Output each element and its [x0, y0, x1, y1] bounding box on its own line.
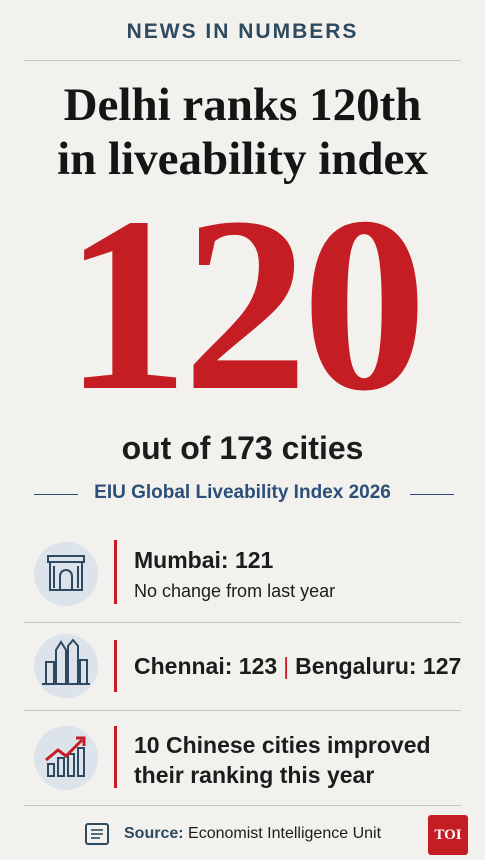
divider [410, 494, 454, 495]
item-title: Mumbai: 121 [134, 547, 274, 573]
divider [24, 622, 461, 623]
divider [24, 805, 461, 806]
kicker: NEWS IN NUMBERS [126, 20, 359, 43]
separator: | [283, 653, 290, 679]
index-name: EIU Global Liveability Index 2026 [94, 482, 391, 503]
divider [24, 60, 461, 61]
divider [34, 494, 78, 495]
item-title: Bengaluru: 127 [295, 653, 462, 679]
caption: out of 173 cities [121, 430, 364, 466]
big-number: 120 [64, 166, 427, 443]
source: Source: Economist Intelligence Unit [124, 825, 381, 843]
source-label: Source: [124, 825, 184, 842]
item-text: No change from last year [134, 581, 336, 601]
item-title: Chennai: 123 | Bengaluru: 127 [134, 653, 461, 680]
accent-bar [114, 726, 117, 788]
accent-bar [114, 540, 117, 604]
divider [24, 710, 461, 711]
document-icon [85, 823, 109, 845]
accent-bar [114, 640, 117, 692]
item-title: their ranking this year [134, 762, 375, 788]
buildings-icon [34, 634, 98, 698]
brand-logo: TOI [428, 815, 468, 855]
item-title: Chennai: 123 [134, 653, 278, 679]
source-text: Economist Intelligence Unit [188, 825, 382, 842]
growth-icon [34, 726, 98, 790]
gate-icon [34, 542, 98, 606]
headline: Delhi ranks 120th [63, 79, 422, 131]
item-title: 10 Chinese cities improved [134, 732, 431, 758]
headline: in liveability index [57, 133, 428, 185]
